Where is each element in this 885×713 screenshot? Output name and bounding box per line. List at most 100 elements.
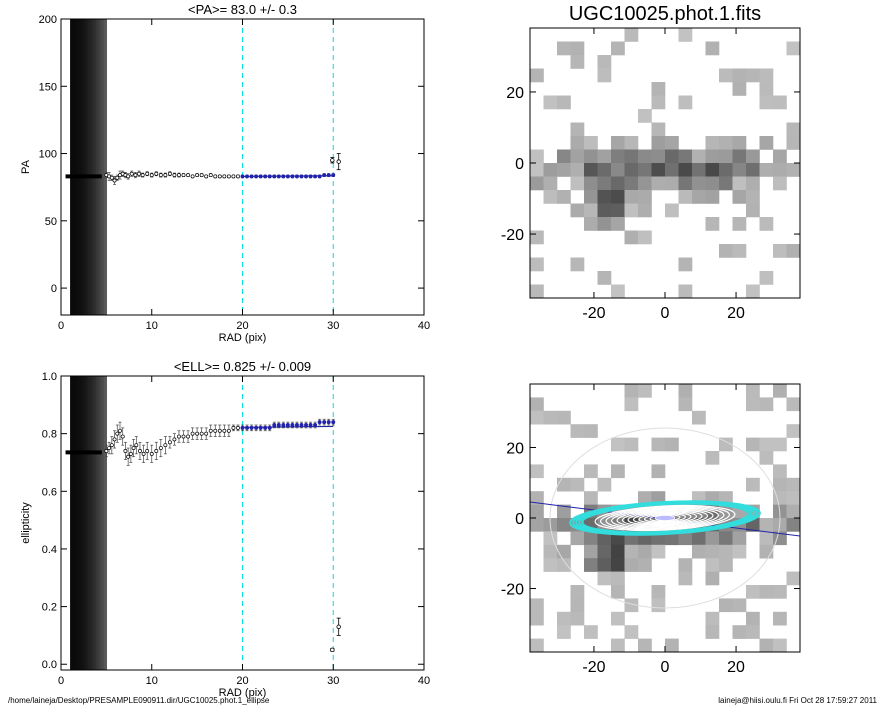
pixel-cell bbox=[611, 544, 625, 559]
x-tick-label: 0 bbox=[661, 659, 670, 676]
pixel-cell bbox=[557, 625, 571, 639]
data-point bbox=[331, 420, 336, 425]
pixel-cell bbox=[732, 176, 747, 191]
data-point bbox=[129, 171, 134, 176]
pixel-cell bbox=[624, 203, 639, 218]
pixel-cell bbox=[746, 437, 760, 452]
data-point bbox=[217, 174, 222, 179]
pixel-cell bbox=[530, 230, 544, 245]
pixel-cell bbox=[651, 136, 666, 150]
y-tick-label: 0.6 bbox=[42, 486, 57, 498]
x-tick-label: 30 bbox=[327, 320, 339, 332]
x-tick-label: 40 bbox=[418, 675, 430, 687]
pixel-cell bbox=[773, 638, 787, 653]
inner-shade-stripe bbox=[88, 19, 92, 315]
pixel-cell bbox=[773, 585, 787, 599]
pixel-cell bbox=[543, 410, 558, 425]
data-point bbox=[213, 428, 218, 433]
pixel-cell bbox=[584, 136, 598, 150]
pixel-cell bbox=[705, 571, 720, 586]
y-tick-label: 0 bbox=[515, 511, 524, 528]
data-point bbox=[317, 420, 322, 425]
pixel-cell bbox=[557, 149, 571, 164]
data-point bbox=[163, 173, 168, 178]
pixel-cell bbox=[651, 176, 666, 191]
x-tick-label: 0 bbox=[58, 320, 64, 332]
pixel-cell bbox=[692, 176, 706, 191]
pixel-cell bbox=[597, 571, 612, 586]
pixel-cell bbox=[638, 149, 652, 164]
data-point bbox=[145, 448, 150, 453]
fit-line bbox=[242, 425, 334, 428]
inner-shade-stripe bbox=[75, 376, 79, 670]
pixel-cell bbox=[557, 558, 571, 572]
pixel-cell bbox=[773, 149, 787, 164]
inner-shade-stripe bbox=[101, 19, 105, 315]
image-panel-1: -20 0 20 -20 0 20 UGC10025.phot.1.fits bbox=[501, 3, 801, 322]
pixel-cell bbox=[692, 410, 706, 425]
pixel-cell bbox=[584, 149, 598, 164]
pixel-cell bbox=[678, 571, 693, 586]
pixel-cell bbox=[665, 638, 679, 653]
data-point bbox=[167, 171, 172, 176]
pixel-cell bbox=[705, 531, 720, 546]
pixel-cell bbox=[638, 544, 652, 559]
pixel-cell bbox=[732, 217, 747, 231]
pixel-cell bbox=[651, 95, 666, 110]
isophote-ellipse-white bbox=[627, 510, 703, 526]
pixel-cell bbox=[584, 163, 598, 177]
inner-shade-stripe bbox=[90, 19, 95, 315]
pixel-cell bbox=[611, 638, 625, 653]
data-point bbox=[118, 428, 122, 433]
inner-shade-stripe bbox=[72, 19, 76, 315]
data-point bbox=[204, 174, 209, 179]
data-point bbox=[145, 171, 150, 176]
pixel-cell bbox=[705, 149, 720, 164]
pixel-cell bbox=[624, 384, 639, 398]
x-tick-label: 10 bbox=[146, 675, 158, 687]
inner-shade-stripe bbox=[88, 376, 92, 670]
inner-shade-stripe bbox=[96, 376, 100, 670]
pixel-cell bbox=[719, 136, 733, 150]
pixel-cell bbox=[746, 625, 760, 639]
pixel-cell bbox=[651, 464, 666, 479]
pixel-cell bbox=[597, 190, 612, 204]
pixel-cell bbox=[557, 477, 571, 492]
pixel-cell bbox=[732, 598, 747, 613]
pixel-cell bbox=[786, 397, 801, 412]
pixel-cell bbox=[719, 149, 733, 164]
image-title: UGC10025.phot.1.fits bbox=[569, 3, 761, 25]
data-point bbox=[181, 434, 186, 439]
y-tick-label: 0 bbox=[51, 283, 57, 295]
pixel-cell bbox=[570, 41, 585, 56]
x-tick-label: 20 bbox=[727, 659, 745, 676]
data-point bbox=[276, 423, 281, 427]
pixel-cell bbox=[651, 544, 666, 559]
pixel-cell bbox=[678, 176, 693, 191]
pixel-cell bbox=[773, 244, 787, 258]
pixel-cell bbox=[732, 68, 747, 83]
inner-shade-stripe bbox=[80, 19, 84, 315]
pixel-cell bbox=[638, 203, 652, 218]
data-point bbox=[236, 174, 240, 179]
profile-panel-1: 0 10 20 30 40 0 50 100 150 200 <PA>= 83.0 +/- 0.3 R… bbox=[20, 2, 430, 344]
data-point bbox=[226, 174, 231, 179]
y-tick-label: 0.2 bbox=[42, 602, 57, 614]
pixel-cell bbox=[543, 163, 558, 177]
pixel-cell bbox=[530, 68, 544, 83]
pixel-cell bbox=[759, 217, 774, 231]
pixel-cell bbox=[638, 384, 652, 398]
pixel-cell bbox=[611, 217, 625, 231]
outer-arc bbox=[549, 427, 781, 609]
pixel-cell bbox=[665, 437, 679, 452]
data-point bbox=[112, 178, 117, 183]
y-tick-label: -20 bbox=[501, 227, 524, 244]
pixel-cell bbox=[557, 41, 571, 56]
isophote-ellipse-white bbox=[594, 504, 736, 532]
pixel-cell bbox=[665, 176, 679, 191]
pixel-cell bbox=[624, 190, 639, 204]
pixel-cell bbox=[651, 585, 666, 599]
pixel-cell bbox=[584, 464, 598, 479]
pixel-cell bbox=[759, 638, 774, 653]
